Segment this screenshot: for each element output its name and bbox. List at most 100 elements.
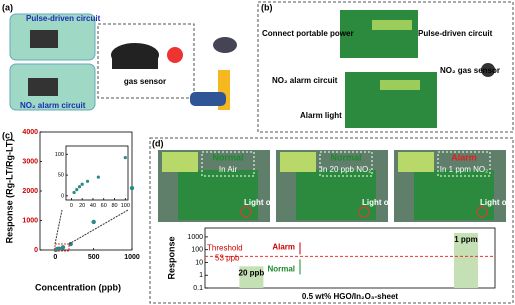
plot-frame — [204, 227, 496, 289]
plot-frame — [65, 145, 129, 201]
category-label: 20 ppb — [239, 268, 265, 277]
lcd — [280, 152, 316, 172]
y-tick-label: 0 — [61, 193, 64, 199]
y-tick-label: 3000 — [22, 158, 38, 165]
x-tick-label: 0 — [70, 203, 73, 209]
photos: Normal In Air Light off Normal In 20 ppb NO₂… — [158, 150, 512, 222]
y-tick-label: 10 — [195, 259, 203, 266]
y-axis-title: Response (Rg-LT/Rg-LT) — [4, 139, 14, 244]
y-tick-label: 4000 — [22, 129, 38, 136]
y-tick-label: 1000 — [22, 217, 38, 224]
zoom-box — [54, 243, 70, 252]
sensor — [112, 55, 158, 69]
label: NO₂ alarm circuit — [20, 101, 86, 110]
x-axis-title: Concentration (ppb) — [35, 282, 121, 292]
zoom-line — [68, 209, 129, 245]
state: Alarm — [451, 152, 477, 162]
alarm-light — [167, 47, 183, 63]
state: Normal — [330, 152, 361, 162]
x-tick-label: 1000 — [124, 254, 140, 261]
x-tick-label: 80 — [111, 203, 117, 209]
x-tick-label: 500 — [88, 254, 100, 261]
y-tick-label: 0.1 — [193, 285, 203, 292]
data-point — [80, 182, 84, 186]
alarm-light — [476, 206, 488, 218]
normal-label: Normal — [267, 264, 295, 273]
car — [190, 92, 226, 106]
category-label: 1 ppm — [454, 235, 478, 244]
data-point — [96, 175, 100, 179]
alarm-light — [358, 206, 370, 218]
light-status: Light off — [362, 198, 394, 207]
threshold-value: 53 ppb — [215, 253, 240, 262]
label: NO₂ alarm circuit — [272, 76, 338, 85]
lcd — [372, 20, 412, 30]
data-point — [123, 156, 127, 160]
panel-frame — [257, 1, 514, 133]
data-point — [91, 219, 96, 225]
y-tick-label: 1000 — [187, 234, 203, 241]
lcd — [162, 152, 198, 172]
light-status: Light off — [244, 198, 276, 207]
condition: In 20 ppb NO₂ — [321, 165, 372, 174]
label: Pulse-driven circuit — [26, 14, 101, 23]
panel-label: (d) — [152, 138, 164, 148]
status-box — [201, 151, 255, 177]
y-axis-title: Response — [166, 236, 176, 279]
sensor-box — [97, 23, 195, 99]
bar — [239, 266, 264, 288]
label: Connect portable power — [262, 29, 354, 38]
y-tick-label: 50 — [58, 173, 64, 179]
chip — [30, 30, 58, 48]
data-point — [77, 185, 82, 189]
photo-board — [296, 170, 376, 220]
smoke — [213, 37, 237, 53]
condition: In 1 ppm NO₂ — [440, 165, 488, 174]
lcd — [398, 152, 434, 172]
panel-frame — [149, 137, 514, 304]
data-point — [56, 246, 62, 251]
lcd — [380, 80, 420, 90]
label: Alarm light — [300, 111, 342, 120]
x-tick-label: 20 — [79, 203, 85, 209]
bar — [454, 233, 478, 288]
x-tick-label: 0 — [53, 254, 57, 261]
photo-board — [178, 170, 258, 220]
status-box — [319, 151, 373, 177]
x-tick-label: 60 — [101, 203, 107, 209]
alarm-label: Alarm — [272, 242, 295, 251]
data-point — [60, 245, 66, 250]
threshold-label: Threshold — [207, 243, 243, 252]
zoom-line — [54, 209, 63, 245]
label: gas sensor — [124, 77, 166, 86]
sensor — [481, 63, 495, 77]
y-tick-label: 100 — [191, 247, 203, 254]
state: Normal — [212, 152, 243, 162]
photo-board — [340, 10, 418, 58]
alarm-light — [240, 206, 252, 218]
label: NO₂ gas sensor — [440, 66, 500, 75]
x-tick-label: 100 — [121, 203, 130, 209]
panel-label: (c) — [2, 130, 13, 140]
y-tick-label: 2000 — [22, 188, 38, 195]
panel-label: (b) — [261, 2, 273, 12]
x-tick-label: 40 — [90, 203, 96, 209]
panel-label: (a) — [2, 2, 13, 12]
y-tick-label: 1 — [199, 272, 203, 279]
label: Pulse-driven circuit — [418, 29, 493, 38]
data-point — [85, 179, 90, 183]
chip — [28, 78, 58, 96]
status-box — [437, 151, 491, 177]
data-point — [129, 185, 135, 191]
condition: In Air — [219, 165, 238, 174]
photo-board — [414, 170, 494, 220]
x-axis-title: 0.5 wt% HGO/In₂O₃-sheet — [302, 292, 398, 301]
data-point — [75, 188, 79, 192]
y-tick-label: 0 — [34, 247, 38, 254]
light-status: Light on — [480, 198, 512, 207]
data-point — [68, 241, 73, 247]
y-tick-label: 100 — [55, 152, 64, 158]
